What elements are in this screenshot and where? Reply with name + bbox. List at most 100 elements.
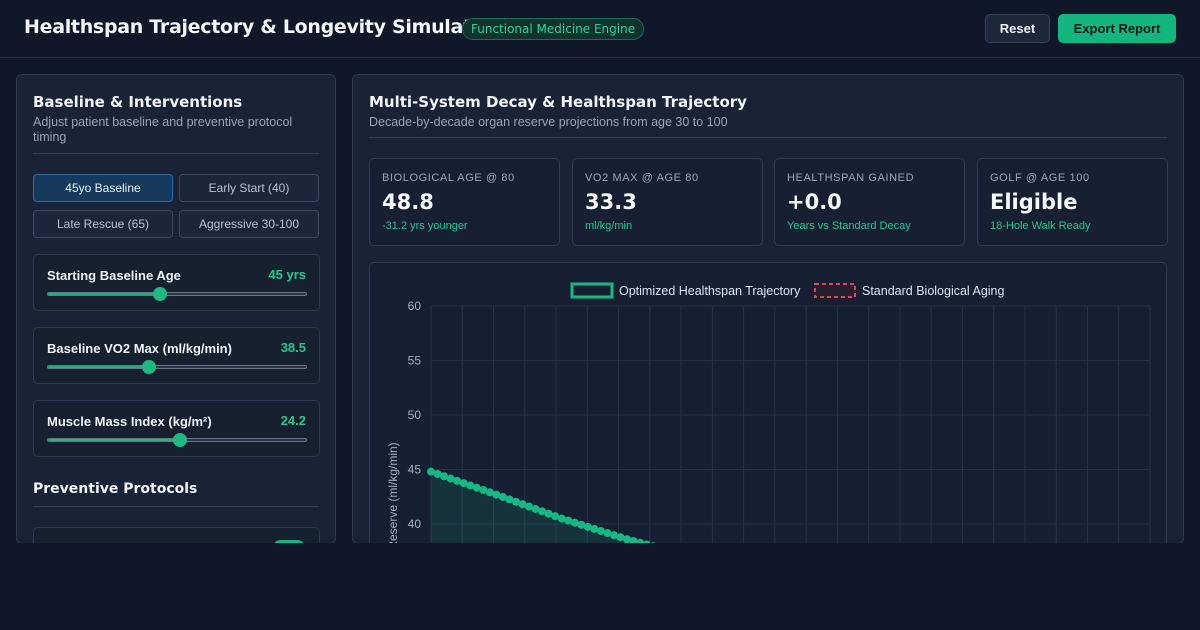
slider-value: 45 yrs (268, 267, 306, 282)
optimized-point (564, 516, 573, 525)
slider-thumb[interactable] (173, 433, 188, 447)
slider-card-baseline-age: Starting Baseline Age 45 yrs (33, 254, 320, 311)
trajectory-panel: Multi-System Decay & Healthspan Trajecto… (352, 74, 1184, 544)
kpi-note: 18-Hole Walk Ready (990, 220, 1091, 232)
preset-early-start[interactable]: Early Start (40) (179, 174, 319, 202)
optimized-point (505, 495, 514, 504)
optimized-point (446, 474, 455, 483)
optimized-point (590, 524, 599, 533)
protocol-card (33, 527, 320, 543)
slider-fill (48, 439, 181, 441)
legend-label-standard: Standard Biological Aging (862, 284, 1005, 298)
legend-swatch-standard (814, 283, 856, 298)
baseline-age-slider[interactable] (47, 287, 307, 301)
protocol-toggle[interactable] (272, 540, 306, 543)
optimized-point (538, 507, 547, 516)
kpi-label: GOLF @ AGE 100 (990, 172, 1090, 184)
slider-card-vo2max: Baseline VO2 Max (ml/kg/min) 38.5 (33, 327, 320, 384)
optimized-point (525, 502, 534, 511)
kpi-label: HEALTHSPAN GAINED (787, 172, 915, 184)
optimized-point (570, 518, 579, 527)
slider-label: Muscle Mass Index (kg/m²) (47, 414, 212, 429)
vo2max-slider[interactable] (47, 360, 307, 374)
optimized-point (610, 531, 619, 540)
optimized-point (472, 483, 481, 492)
kpi-label: VO2 MAX @ AGE 80 (585, 172, 699, 184)
slider-value: 38.5 (280, 340, 306, 355)
kpi-vo2max: VO2 MAX @ AGE 80 33.3 ml/kg/min (572, 158, 763, 246)
page-background (0, 543, 1200, 630)
optimized-point (498, 492, 507, 501)
panel-subtitle: Adjust patient baseline and preventive p… (33, 115, 293, 144)
optimized-point (531, 504, 540, 513)
app-title: Healthspan Trajectory & Longevity Simula… (24, 16, 494, 38)
export-report-button[interactable]: Export Report (1058, 14, 1176, 43)
kpi-healthspan-gained: HEALTHSPAN GAINED +0.0 Years vs Standard… (774, 158, 965, 246)
optimized-area (431, 471, 642, 543)
slider-thumb[interactable] (152, 287, 167, 301)
optimized-point (466, 481, 475, 490)
panel-title: Baseline & Interventions (33, 93, 243, 111)
slider-card-muscle-mass: Muscle Mass Index (kg/m²) 24.2 (33, 400, 320, 457)
top-bar: Healthspan Trajectory & Longevity Simula… (0, 0, 1200, 58)
engine-badge: Functional Medicine Engine (462, 18, 645, 40)
optimized-point (492, 490, 501, 499)
legend-label-optimized: Optimized Healthspan Trajectory (619, 284, 801, 298)
kpi-value: Eligible (990, 190, 1078, 214)
divider (33, 506, 319, 507)
legend-swatch-optimized (570, 282, 614, 299)
optimized-point (650, 542, 656, 543)
slider-label: Starting Baseline Age (47, 268, 181, 283)
slider-value: 24.2 (280, 413, 306, 428)
preset-45yo-baseline[interactable]: 45yo Baseline (33, 174, 173, 202)
kpi-biological-age: BIOLOGICAL AGE @ 80 48.8 -31.2 yrs young… (369, 158, 560, 246)
kpi-value: 48.8 (382, 190, 434, 214)
y-tick-label: 50 (408, 408, 422, 422)
protocols-title: Preventive Protocols (33, 481, 198, 497)
divider (369, 137, 1167, 138)
optimized-point (544, 509, 553, 518)
y-tick-label: 55 (408, 354, 422, 368)
muscle-mass-slider[interactable] (47, 433, 307, 447)
preset-aggressive[interactable]: Aggressive 30-100 (179, 210, 319, 238)
optimized-point (577, 520, 586, 529)
kpi-value: +0.0 (787, 190, 842, 214)
chart-panel-title: Multi-System Decay & Healthspan Trajecto… (369, 93, 747, 111)
optimized-point (603, 529, 612, 538)
kpi-value: 33.3 (585, 190, 637, 214)
optimized-point (557, 514, 566, 523)
slider-thumb[interactable] (142, 360, 157, 374)
slider-fill (48, 293, 160, 295)
optimized-point (479, 485, 488, 494)
optimized-point (518, 500, 527, 509)
optimized-point (440, 472, 449, 481)
optimized-point (459, 479, 468, 488)
optimized-point (583, 522, 592, 531)
baseline-panel: Baseline & Interventions Adjust patient … (16, 74, 336, 544)
optimized-point (642, 540, 651, 543)
slider-label: Baseline VO2 Max (ml/kg/min) (47, 341, 232, 356)
optimized-point (551, 512, 560, 521)
reset-button[interactable]: Reset (985, 14, 1050, 43)
optimized-point (485, 488, 494, 497)
optimized-point (453, 476, 462, 485)
y-tick-label: 45 (408, 463, 422, 477)
y-tick-label: 40 (408, 517, 422, 531)
y-tick-label: 60 (408, 299, 422, 313)
optimized-point (636, 538, 645, 543)
kpi-note: -31.2 yrs younger (382, 220, 468, 232)
trajectory-chart-svg: 354045505560Reserve (ml/kg/min) Optimize… (386, 282, 1151, 544)
optimized-point (511, 497, 520, 506)
trajectory-chart: 354045505560Reserve (ml/kg/min) Optimize… (369, 262, 1167, 544)
kpi-label: BIOLOGICAL AGE @ 80 (382, 172, 515, 184)
optimized-point (629, 537, 638, 543)
kpi-note: ml/kg/min (585, 220, 633, 232)
divider (33, 153, 319, 154)
slider-fill (48, 366, 150, 368)
kpi-golf: GOLF @ AGE 100 Eligible 18-Hole Walk Rea… (977, 158, 1168, 246)
optimized-point (623, 535, 632, 543)
y-axis-label: Reserve (ml/kg/min) (386, 442, 400, 544)
optimized-point (427, 467, 435, 476)
preset-late-rescue[interactable]: Late Rescue (65) (33, 210, 173, 238)
optimized-point (433, 469, 442, 478)
